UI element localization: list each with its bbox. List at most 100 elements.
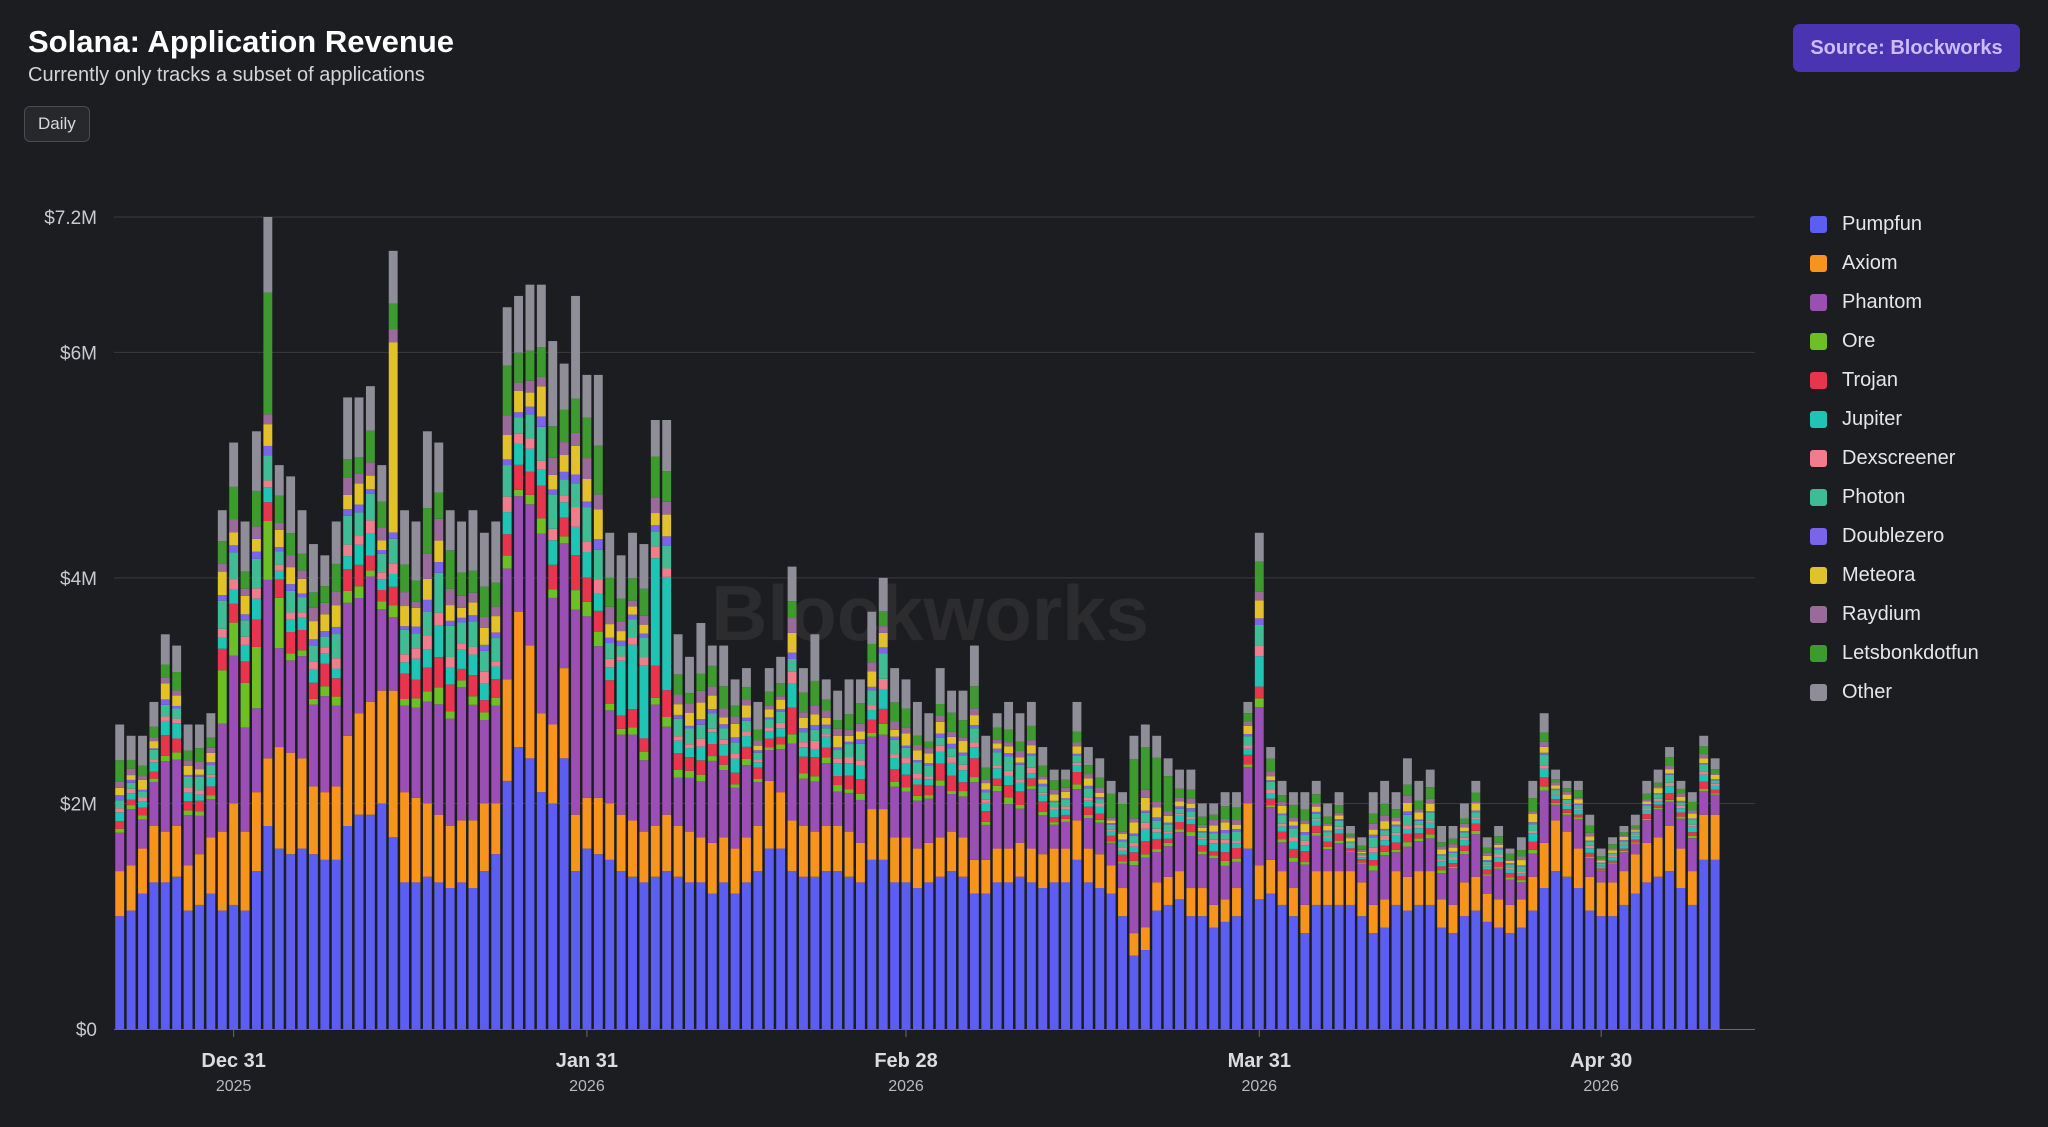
bar-segment-meteora[interactable] <box>1573 799 1583 804</box>
bar-segment-doublezero[interactable] <box>855 739 865 744</box>
bar-segment-dexscreener[interactable] <box>491 661 501 667</box>
bar-segment-pumpfun[interactable] <box>628 876 637 1029</box>
bar-segment-trojan[interactable] <box>1687 832 1697 836</box>
bar-segment-ore[interactable] <box>1539 786 1549 791</box>
bar-segment-meteora[interactable] <box>263 424 273 446</box>
bar-segment-dexscreener[interactable] <box>855 760 865 766</box>
bar-segment-phantom[interactable] <box>742 765 751 838</box>
bar-segment-meteora[interactable] <box>628 606 637 615</box>
bar-segment-photon[interactable] <box>149 749 159 761</box>
bar-segment-phantom[interactable] <box>1061 821 1070 849</box>
bar-segment-jupiter[interactable] <box>969 747 979 759</box>
bar-segment-pumpfun[interactable] <box>1004 882 1014 1029</box>
bar-segment-meteora[interactable] <box>685 712 694 726</box>
bar-segment-phantom[interactable] <box>616 734 626 815</box>
bar-segment-dexscreener[interactable] <box>1106 829 1116 832</box>
bar-segment-phantom[interactable] <box>1596 871 1606 883</box>
bar-segment-letsbonkdotfun[interactable] <box>274 495 284 523</box>
bar-segment-dexscreener[interactable] <box>457 643 467 650</box>
bar-segment-pumpfun[interactable] <box>1437 927 1447 1030</box>
bar-segment-trojan[interactable] <box>628 709 637 728</box>
bar-segment-trojan[interactable] <box>206 786 216 796</box>
bar-segment-doublezero[interactable] <box>1152 817 1162 821</box>
bar-segment-dexscreener[interactable] <box>1346 844 1355 846</box>
bar-segment-letsbonkdotfun[interactable] <box>1357 845 1367 850</box>
bar-segment-raydium[interactable] <box>673 694 683 705</box>
bar-segment-axiom[interactable] <box>297 758 307 849</box>
bar-segment-doublezero[interactable] <box>821 724 831 729</box>
bar-segment-trojan[interactable] <box>138 807 147 816</box>
bar-segment-axiom[interactable] <box>1072 820 1082 860</box>
bar-segment-raydium[interactable] <box>1072 742 1082 747</box>
bar-segment-phantom[interactable] <box>160 761 170 832</box>
bar-segment-trojan[interactable] <box>844 775 854 790</box>
bar-segment-trojan[interactable] <box>878 708 888 724</box>
bar-segment-letsbonkdotfun[interactable] <box>673 674 683 695</box>
bar-segment-photon[interactable] <box>1391 826 1401 833</box>
bar-segment-raydium[interactable] <box>981 779 991 784</box>
bar-segment-phantom[interactable] <box>1232 861 1241 889</box>
bar-segment-jupiter[interactable] <box>1573 810 1583 815</box>
bar-segment-trojan[interactable] <box>650 665 660 698</box>
bar-segment-ore[interactable] <box>388 605 398 618</box>
bar-segment-pumpfun[interactable] <box>1095 888 1105 1029</box>
bar-segment-axiom[interactable] <box>855 842 865 883</box>
bar-segment-ore[interactable] <box>742 758 751 766</box>
bar-segment-other[interactable] <box>1140 724 1150 748</box>
bar-segment-letsbonkdotfun[interactable] <box>206 737 216 748</box>
bar-segment-photon[interactable] <box>1220 833 1230 840</box>
bar-segment-ore[interactable] <box>1152 849 1162 852</box>
bar-segment-trojan[interactable] <box>1175 821 1184 830</box>
bar-segment-meteora[interactable] <box>160 683 170 700</box>
bar-segment-raydium[interactable] <box>1585 832 1595 837</box>
bar-segment-ore[interactable] <box>1346 851 1355 852</box>
bar-segment-meteora[interactable] <box>1505 860 1515 864</box>
bar-segment-pumpfun[interactable] <box>799 876 808 1029</box>
bar-segment-phantom[interactable] <box>821 763 831 826</box>
bar-segment-raydium[interactable] <box>514 382 523 391</box>
bar-segment-axiom[interactable] <box>1539 842 1549 889</box>
bar-segment-ore[interactable] <box>1049 822 1059 825</box>
bar-segment-other[interactable] <box>149 701 159 727</box>
bar-segment-axiom[interactable] <box>445 826 455 889</box>
bar-segment-meteora[interactable] <box>1061 791 1070 799</box>
bar-segment-axiom[interactable] <box>1061 848 1070 883</box>
bar-segment-axiom[interactable] <box>1004 848 1014 883</box>
bar-segment-jupiter[interactable] <box>1710 785 1720 790</box>
bar-segment-letsbonkdotfun[interactable] <box>1061 779 1070 788</box>
bar-segment-meteora[interactable] <box>821 717 831 725</box>
bar-segment-jupiter[interactable] <box>707 732 717 745</box>
bar-segment-dexscreener[interactable] <box>206 774 216 778</box>
bar-segment-phantom[interactable] <box>1254 707 1264 866</box>
bar-segment-doublezero[interactable] <box>1414 819 1424 821</box>
bar-segment-phantom[interactable] <box>947 794 957 832</box>
bar-segment-doublezero[interactable] <box>365 489 375 494</box>
bar-segment-jupiter[interactable] <box>263 487 273 503</box>
bar-segment-axiom[interactable] <box>776 792 786 849</box>
bar-segment-photon[interactable] <box>411 633 421 649</box>
bar-segment-ore[interactable] <box>1505 877 1515 880</box>
bar-segment-axiom[interactable] <box>696 837 706 883</box>
bar-segment-axiom[interactable] <box>331 786 341 860</box>
bar-segment-other[interactable] <box>947 690 957 713</box>
bar-segment-jupiter[interactable] <box>1516 873 1526 876</box>
bar-segment-pumpfun[interactable] <box>1072 859 1082 1029</box>
bar-segment-photon[interactable] <box>1129 835 1139 843</box>
bar-segment-photon[interactable] <box>1528 824 1538 831</box>
bar-segment-photon[interactable] <box>1209 833 1219 840</box>
bar-segment-meteora[interactable] <box>855 731 865 740</box>
bar-segment-meteora[interactable] <box>252 538 261 552</box>
bar-segment-pumpfun[interactable] <box>810 876 820 1029</box>
bar-segment-dexscreener[interactable] <box>1004 770 1014 776</box>
bar-segment-raydium[interactable] <box>331 591 341 606</box>
bar-segment-other[interactable] <box>1642 780 1652 794</box>
bar-segment-dexscreener[interactable] <box>1471 817 1481 820</box>
bar-segment-axiom[interactable] <box>1015 842 1025 877</box>
bar-segment-doublezero[interactable] <box>1402 811 1412 815</box>
bar-segment-other[interactable] <box>1026 701 1036 726</box>
bar-segment-trojan[interactable] <box>365 555 375 571</box>
bar-segment-phantom[interactable] <box>799 778 808 826</box>
bar-segment-other[interactable] <box>707 645 717 666</box>
bar-segment-pumpfun[interactable] <box>1448 933 1458 1029</box>
bar-segment-other[interactable] <box>1004 701 1014 730</box>
